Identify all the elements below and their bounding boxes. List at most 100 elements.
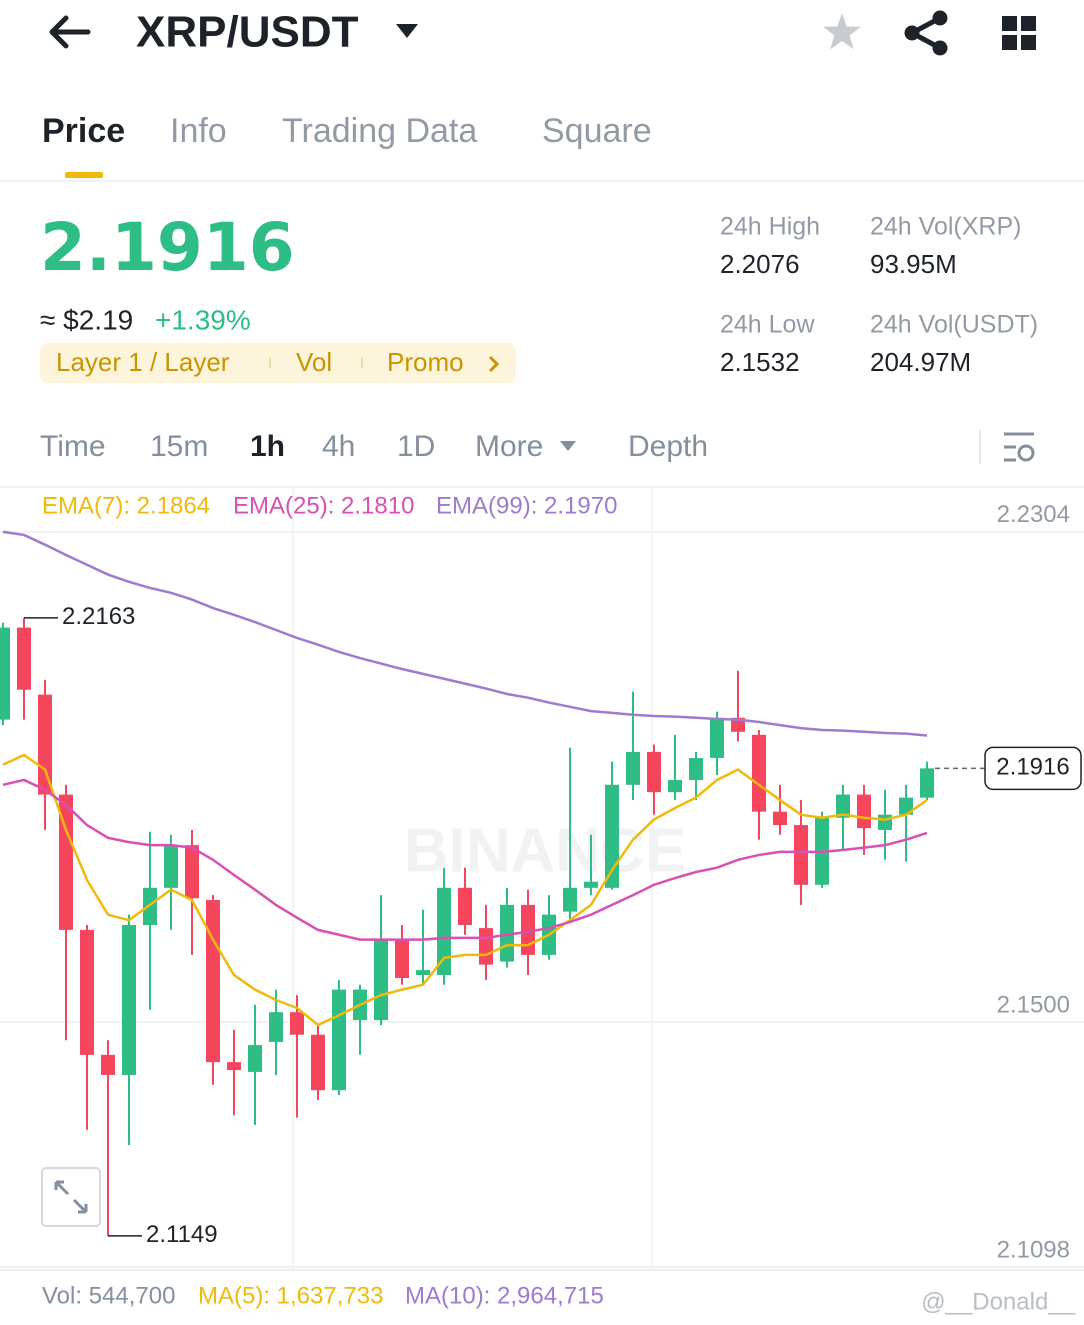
tag[interactable]: Vol <box>296 347 332 377</box>
tag[interactable]: Promo <box>387 347 464 377</box>
interval[interactable]: 15m <box>150 430 208 463</box>
menu-button[interactable] <box>1002 16 1036 50</box>
candle-body <box>626 751 640 785</box>
y-tick-label: 2.2304 <box>997 501 1070 528</box>
candle-body <box>101 1054 115 1075</box>
last-price: 2.1916 <box>40 209 295 286</box>
tags: Layer 1 / Layer Vol Promo <box>56 347 464 377</box>
tab[interactable]: Price <box>42 112 125 150</box>
candle-body <box>773 811 787 826</box>
expand-icon <box>54 1180 88 1214</box>
candle-body <box>710 717 724 759</box>
more-dropdown[interactable] <box>560 441 576 451</box>
candle-body <box>647 751 661 793</box>
candle-body <box>185 845 199 899</box>
extreme-label: 2.1149 <box>146 1221 218 1248</box>
candle-body <box>164 845 178 888</box>
candle-body <box>38 694 52 795</box>
stat-value: 2.2076 <box>720 249 800 279</box>
extreme-label: 2.2163 <box>62 603 135 630</box>
candle-body <box>248 1045 262 1072</box>
candle-body <box>878 814 892 830</box>
tab-indicator <box>65 172 103 178</box>
candle-body <box>206 900 220 1063</box>
interval-bar: Time 15m 1h 4h 1D More Depth <box>40 430 708 463</box>
ema-line <box>2 778 928 941</box>
interval[interactable]: 1D <box>397 430 435 463</box>
ema-legend: EMA(25): 2.1810 <box>233 492 414 519</box>
usd-price: ≈ $2.19 <box>40 304 133 335</box>
tab-bar: Price Info Trading Data Square <box>42 112 652 150</box>
interval[interactable]: Depth <box>628 430 708 463</box>
candle-body <box>857 794 871 829</box>
stat-label: 24h Low <box>720 311 815 339</box>
pair-dropdown[interactable] <box>396 24 418 38</box>
candle-body <box>374 939 388 1021</box>
volume-legend-item: Vol: 544,700 <box>42 1282 175 1309</box>
candle-body <box>290 1012 304 1035</box>
expand-button[interactable] <box>41 1167 101 1227</box>
candle-body <box>0 627 10 720</box>
favorite-button[interactable] <box>823 13 861 50</box>
back-button[interactable] <box>49 15 91 49</box>
stat-value: 204.97M <box>870 347 971 377</box>
settings-icon-lines <box>1004 432 1034 462</box>
pair-title[interactable]: XRP/USDT <box>136 8 359 57</box>
stat-value: 2.1532 <box>720 347 800 377</box>
stat-label: 24h Vol(USDT) <box>870 311 1038 339</box>
candle-body <box>731 717 745 732</box>
candle-body <box>563 887 577 912</box>
interval[interactable]: Time <box>40 430 106 463</box>
watermark: @__Donald__ <box>921 1288 1075 1315</box>
candle-body <box>416 970 430 975</box>
candle-body <box>899 797 913 815</box>
stat-label: 24h High <box>720 213 820 241</box>
ema-legend: EMA(99): 2.1970 <box>436 492 617 519</box>
candle-body <box>59 794 73 930</box>
settings-icon-gear <box>1017 444 1035 462</box>
stat-value: 93.95M <box>870 249 957 279</box>
tab[interactable]: Info <box>170 112 227 150</box>
candle-body <box>752 734 766 812</box>
interval[interactable]: 1h <box>250 430 285 463</box>
volume-legend-item: MA(10): 2,964,715 <box>405 1282 604 1309</box>
interval[interactable]: 4h <box>322 430 355 463</box>
chart-settings-button[interactable] <box>1004 432 1035 462</box>
last-price-box <box>984 746 1082 791</box>
share-icon-dot <box>932 10 948 26</box>
chart-watermark: BINANCE <box>404 816 686 885</box>
tag[interactable]: Layer 1 / Layer <box>56 347 230 377</box>
candle-body <box>332 989 346 1091</box>
share-icon-dot <box>932 40 948 56</box>
price-change: +1.39% <box>155 304 251 335</box>
tag-chevron[interactable] <box>488 355 500 373</box>
interval[interactable]: More <box>475 430 543 463</box>
tab[interactable]: Square <box>542 112 652 150</box>
stat-label: 24h Vol(XRP) <box>870 213 1021 241</box>
y-tick-label: 2.1500 <box>997 991 1070 1018</box>
share-button[interactable] <box>904 10 948 56</box>
candle-body <box>668 779 682 793</box>
candle-body <box>395 939 409 979</box>
candle-body <box>17 627 31 690</box>
ema-legend: EMA(7): 2.1864 <box>42 492 210 519</box>
y-tick-label: 2.1098 <box>997 1236 1070 1263</box>
candle-body <box>689 758 703 780</box>
candle-body <box>794 825 808 885</box>
menu-icon-cell <box>1002 35 1017 50</box>
stats: 24h High 2.2076 24h Vol(XRP) 93.95M 24h Low 2… <box>720 213 1038 377</box>
ema-line <box>2 530 928 737</box>
candle-body <box>437 887 451 975</box>
expand-box <box>41 1167 101 1227</box>
candle-body <box>920 768 934 798</box>
candle-body <box>122 925 136 1075</box>
candle-body <box>836 794 850 818</box>
candlestick-chart: 2.2304 2.1500 2.1098 EMA(7): 2.1864 EMA(25):… <box>0 492 1084 1268</box>
menu-icon-cell <box>1002 16 1017 31</box>
ema-line <box>2 753 928 1027</box>
tab[interactable]: Trading Data <box>282 112 477 150</box>
last-price-label: 2.1916 <box>996 754 1069 781</box>
candle-body <box>479 928 493 965</box>
